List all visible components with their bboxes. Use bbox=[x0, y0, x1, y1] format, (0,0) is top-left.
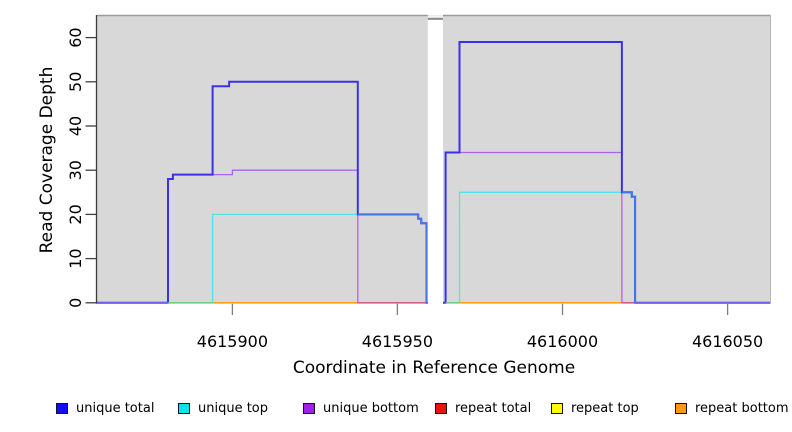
y-axis-tick-label: 40 bbox=[66, 116, 85, 136]
y-axis-title: Read Coverage Depth bbox=[37, 66, 57, 254]
y-axis-tick-label: 0 bbox=[66, 298, 85, 308]
legend-label: repeat bottom bbox=[695, 400, 789, 416]
x-axis-tick-label: 4615900 bbox=[197, 332, 268, 351]
legend-label: unique top bbox=[198, 400, 269, 416]
legend-label: repeat total bbox=[455, 400, 532, 416]
x-axis-tick-label: 4616000 bbox=[527, 332, 598, 351]
legend-label: unique total bbox=[76, 400, 155, 416]
legend-item-repeat-top: repeat top bbox=[551, 400, 639, 416]
legend-swatch-repeat-bottom-icon bbox=[675, 402, 687, 414]
blend-overlay-7 bbox=[621, 191, 636, 303]
x-axis-title: Coordinate in Reference Genome bbox=[292, 358, 576, 378]
legend-item-unique-bottom: unique bottom bbox=[303, 400, 419, 416]
legend-swatch-unique-total-icon bbox=[56, 402, 68, 414]
y-axis-tick-label: 10 bbox=[66, 248, 85, 268]
legend-label: unique bottom bbox=[323, 400, 419, 416]
y-axis-tick-label: 30 bbox=[66, 160, 85, 180]
legend-item-repeat-bottom: repeat bottom bbox=[675, 400, 789, 416]
legend-swatch-unique-bottom-icon bbox=[303, 402, 315, 414]
legend-item-unique-total: unique total bbox=[56, 400, 154, 416]
legend-swatch-repeat-top-icon bbox=[551, 402, 563, 414]
y-axis-tick-label: 20 bbox=[66, 204, 85, 224]
no-data-gap-cap bbox=[427, 17, 443, 20]
y-axis-tick-label: 50 bbox=[66, 72, 85, 92]
x-axis-tick-label: 4615950 bbox=[362, 332, 433, 351]
y-axis-tick-label: 60 bbox=[66, 27, 85, 47]
legend-swatch-repeat-total-icon bbox=[435, 402, 447, 414]
legend-item-unique-top: unique top bbox=[178, 400, 268, 416]
legend-item-repeat-total: repeat total bbox=[435, 400, 531, 416]
legend-swatch-unique-top-icon bbox=[178, 402, 190, 414]
no-data-gap bbox=[427, 16, 443, 307]
blend-overlay-6 bbox=[357, 213, 428, 303]
legend-label: repeat top bbox=[571, 400, 639, 416]
x-axis-tick-label: 4616050 bbox=[692, 332, 763, 351]
